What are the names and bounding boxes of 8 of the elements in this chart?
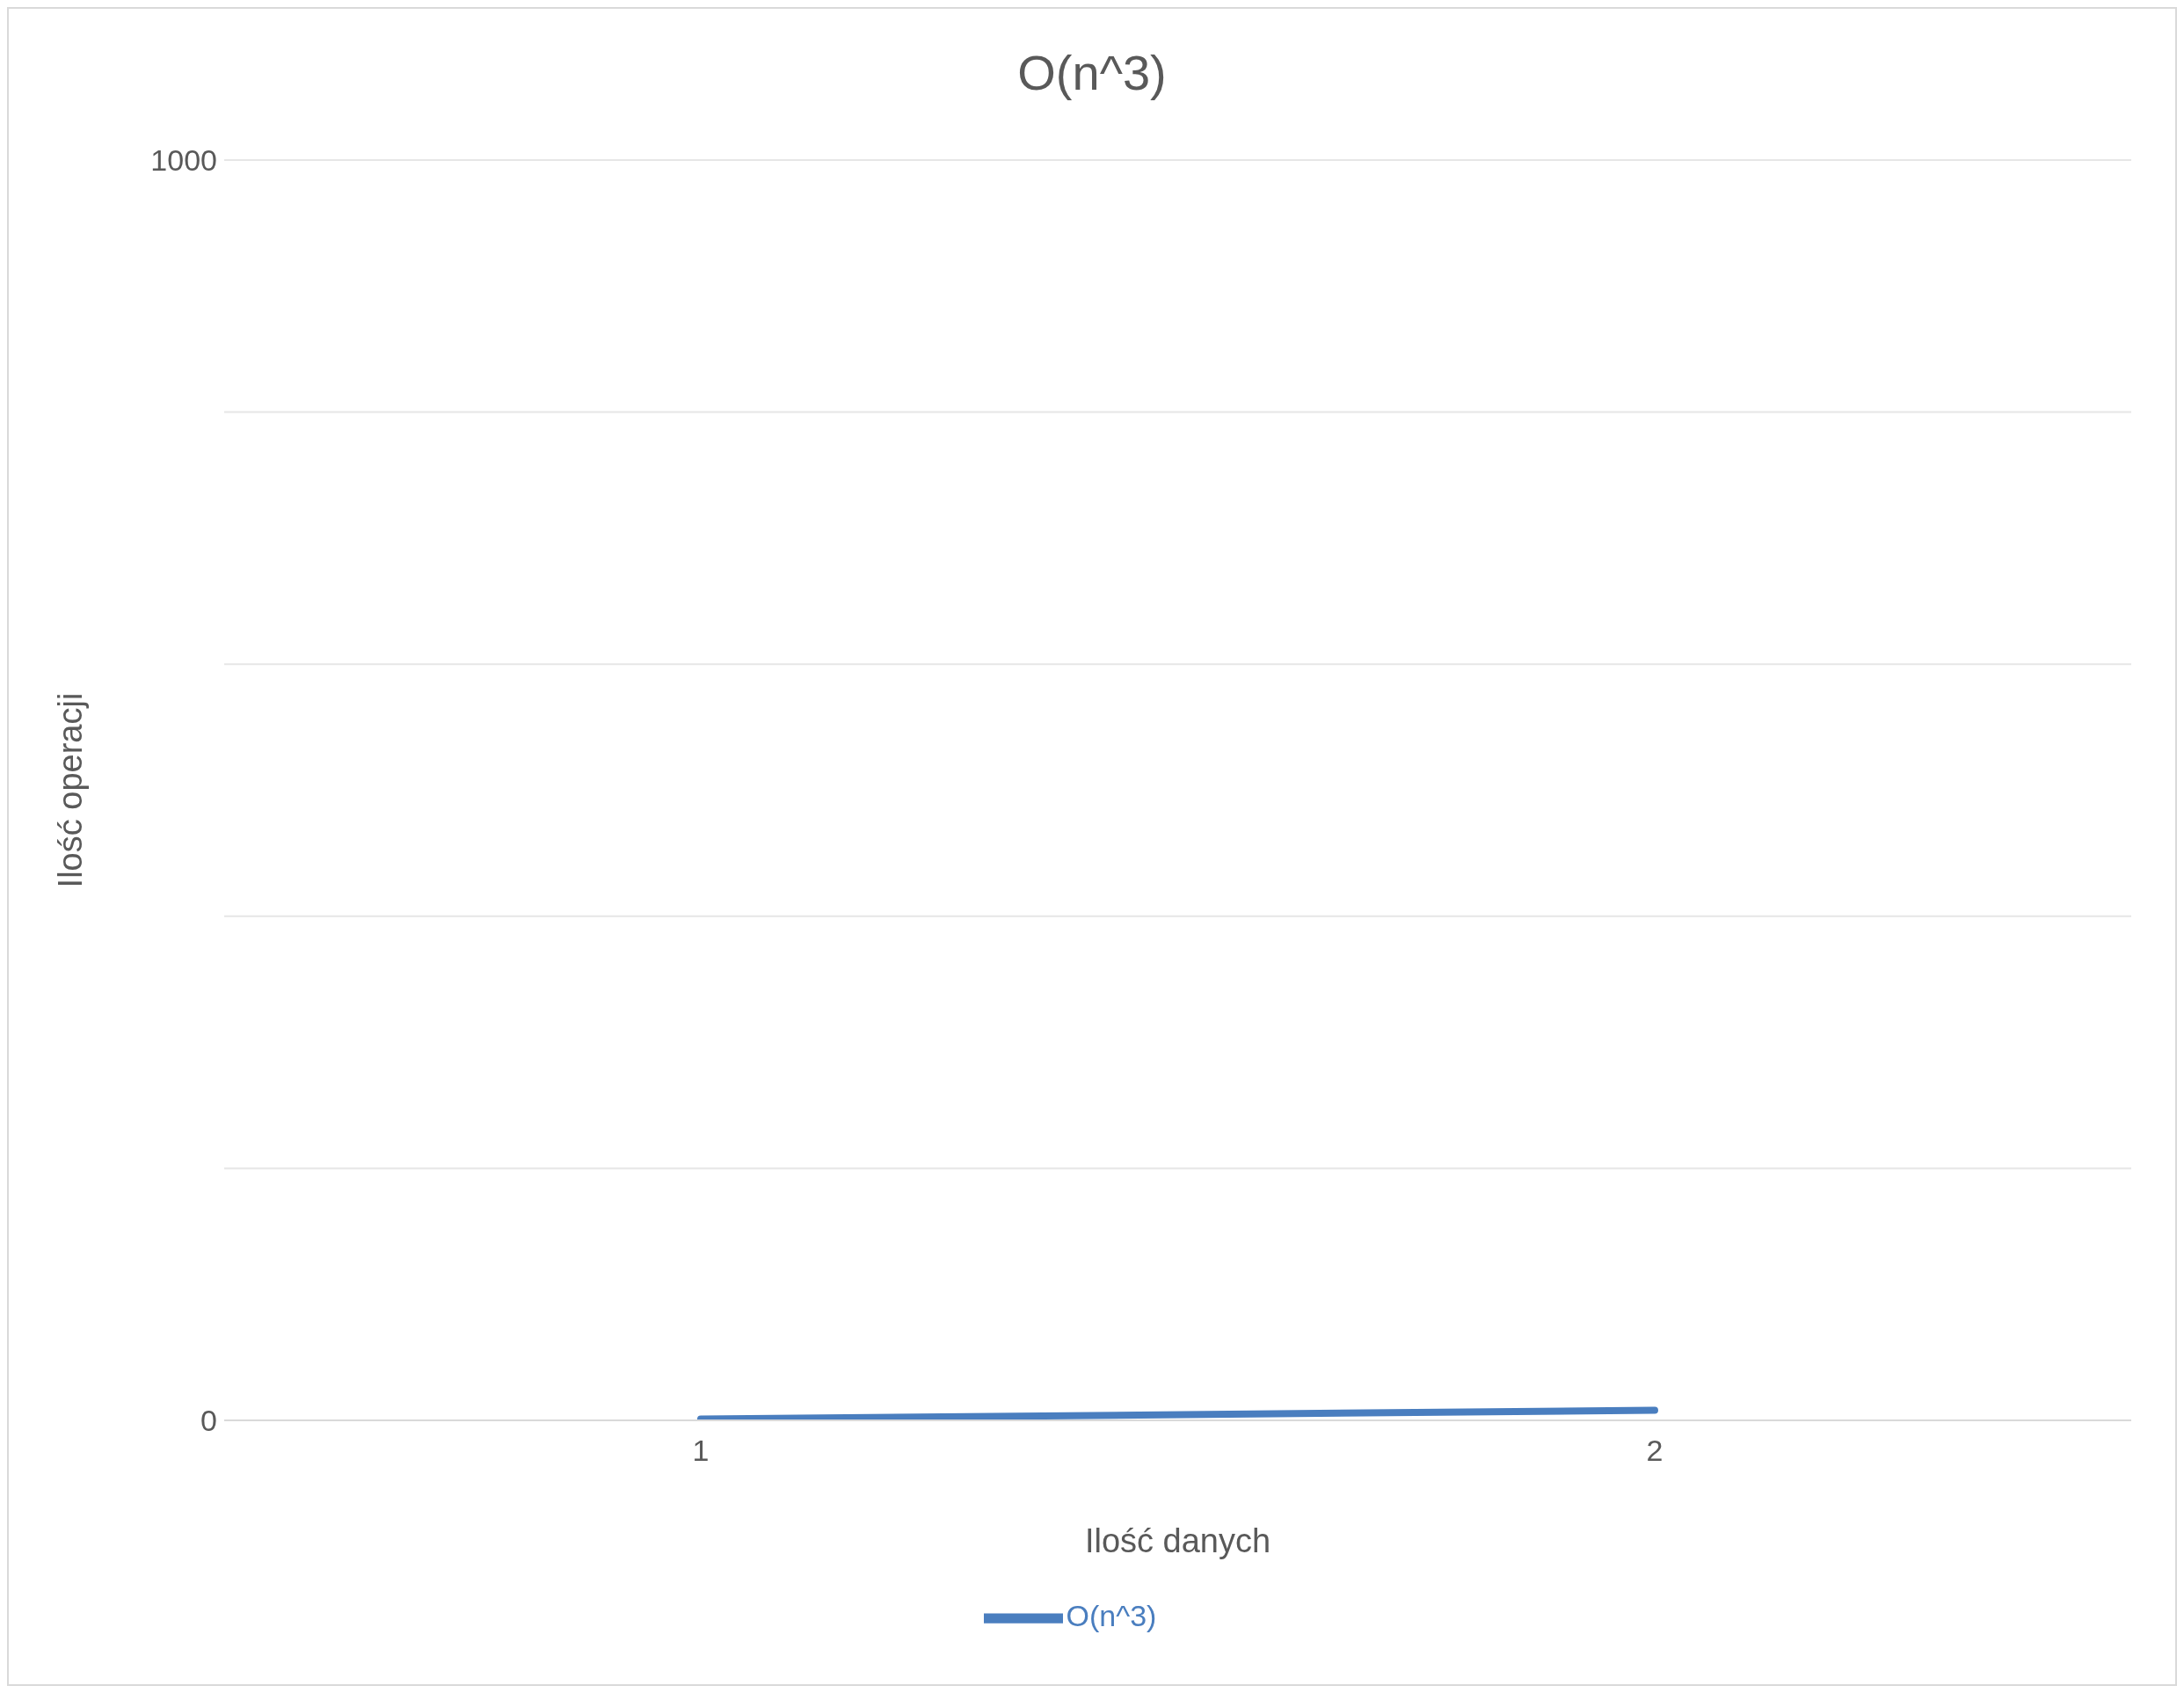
chart-title: O(n^3) bbox=[1016, 44, 1168, 101]
y-axis-title: Ilość operacji bbox=[52, 692, 90, 888]
y-tick-label: 0 bbox=[200, 1404, 217, 1438]
x-tick-label: 2 bbox=[1646, 1434, 1663, 1468]
legend-label: O(n^3) bbox=[1066, 1598, 1157, 1632]
x-axis-title: Ilość danych bbox=[1084, 1522, 1271, 1559]
y-tick-label: 1000 bbox=[150, 143, 217, 178]
x-tick-label: 1 bbox=[692, 1434, 710, 1468]
